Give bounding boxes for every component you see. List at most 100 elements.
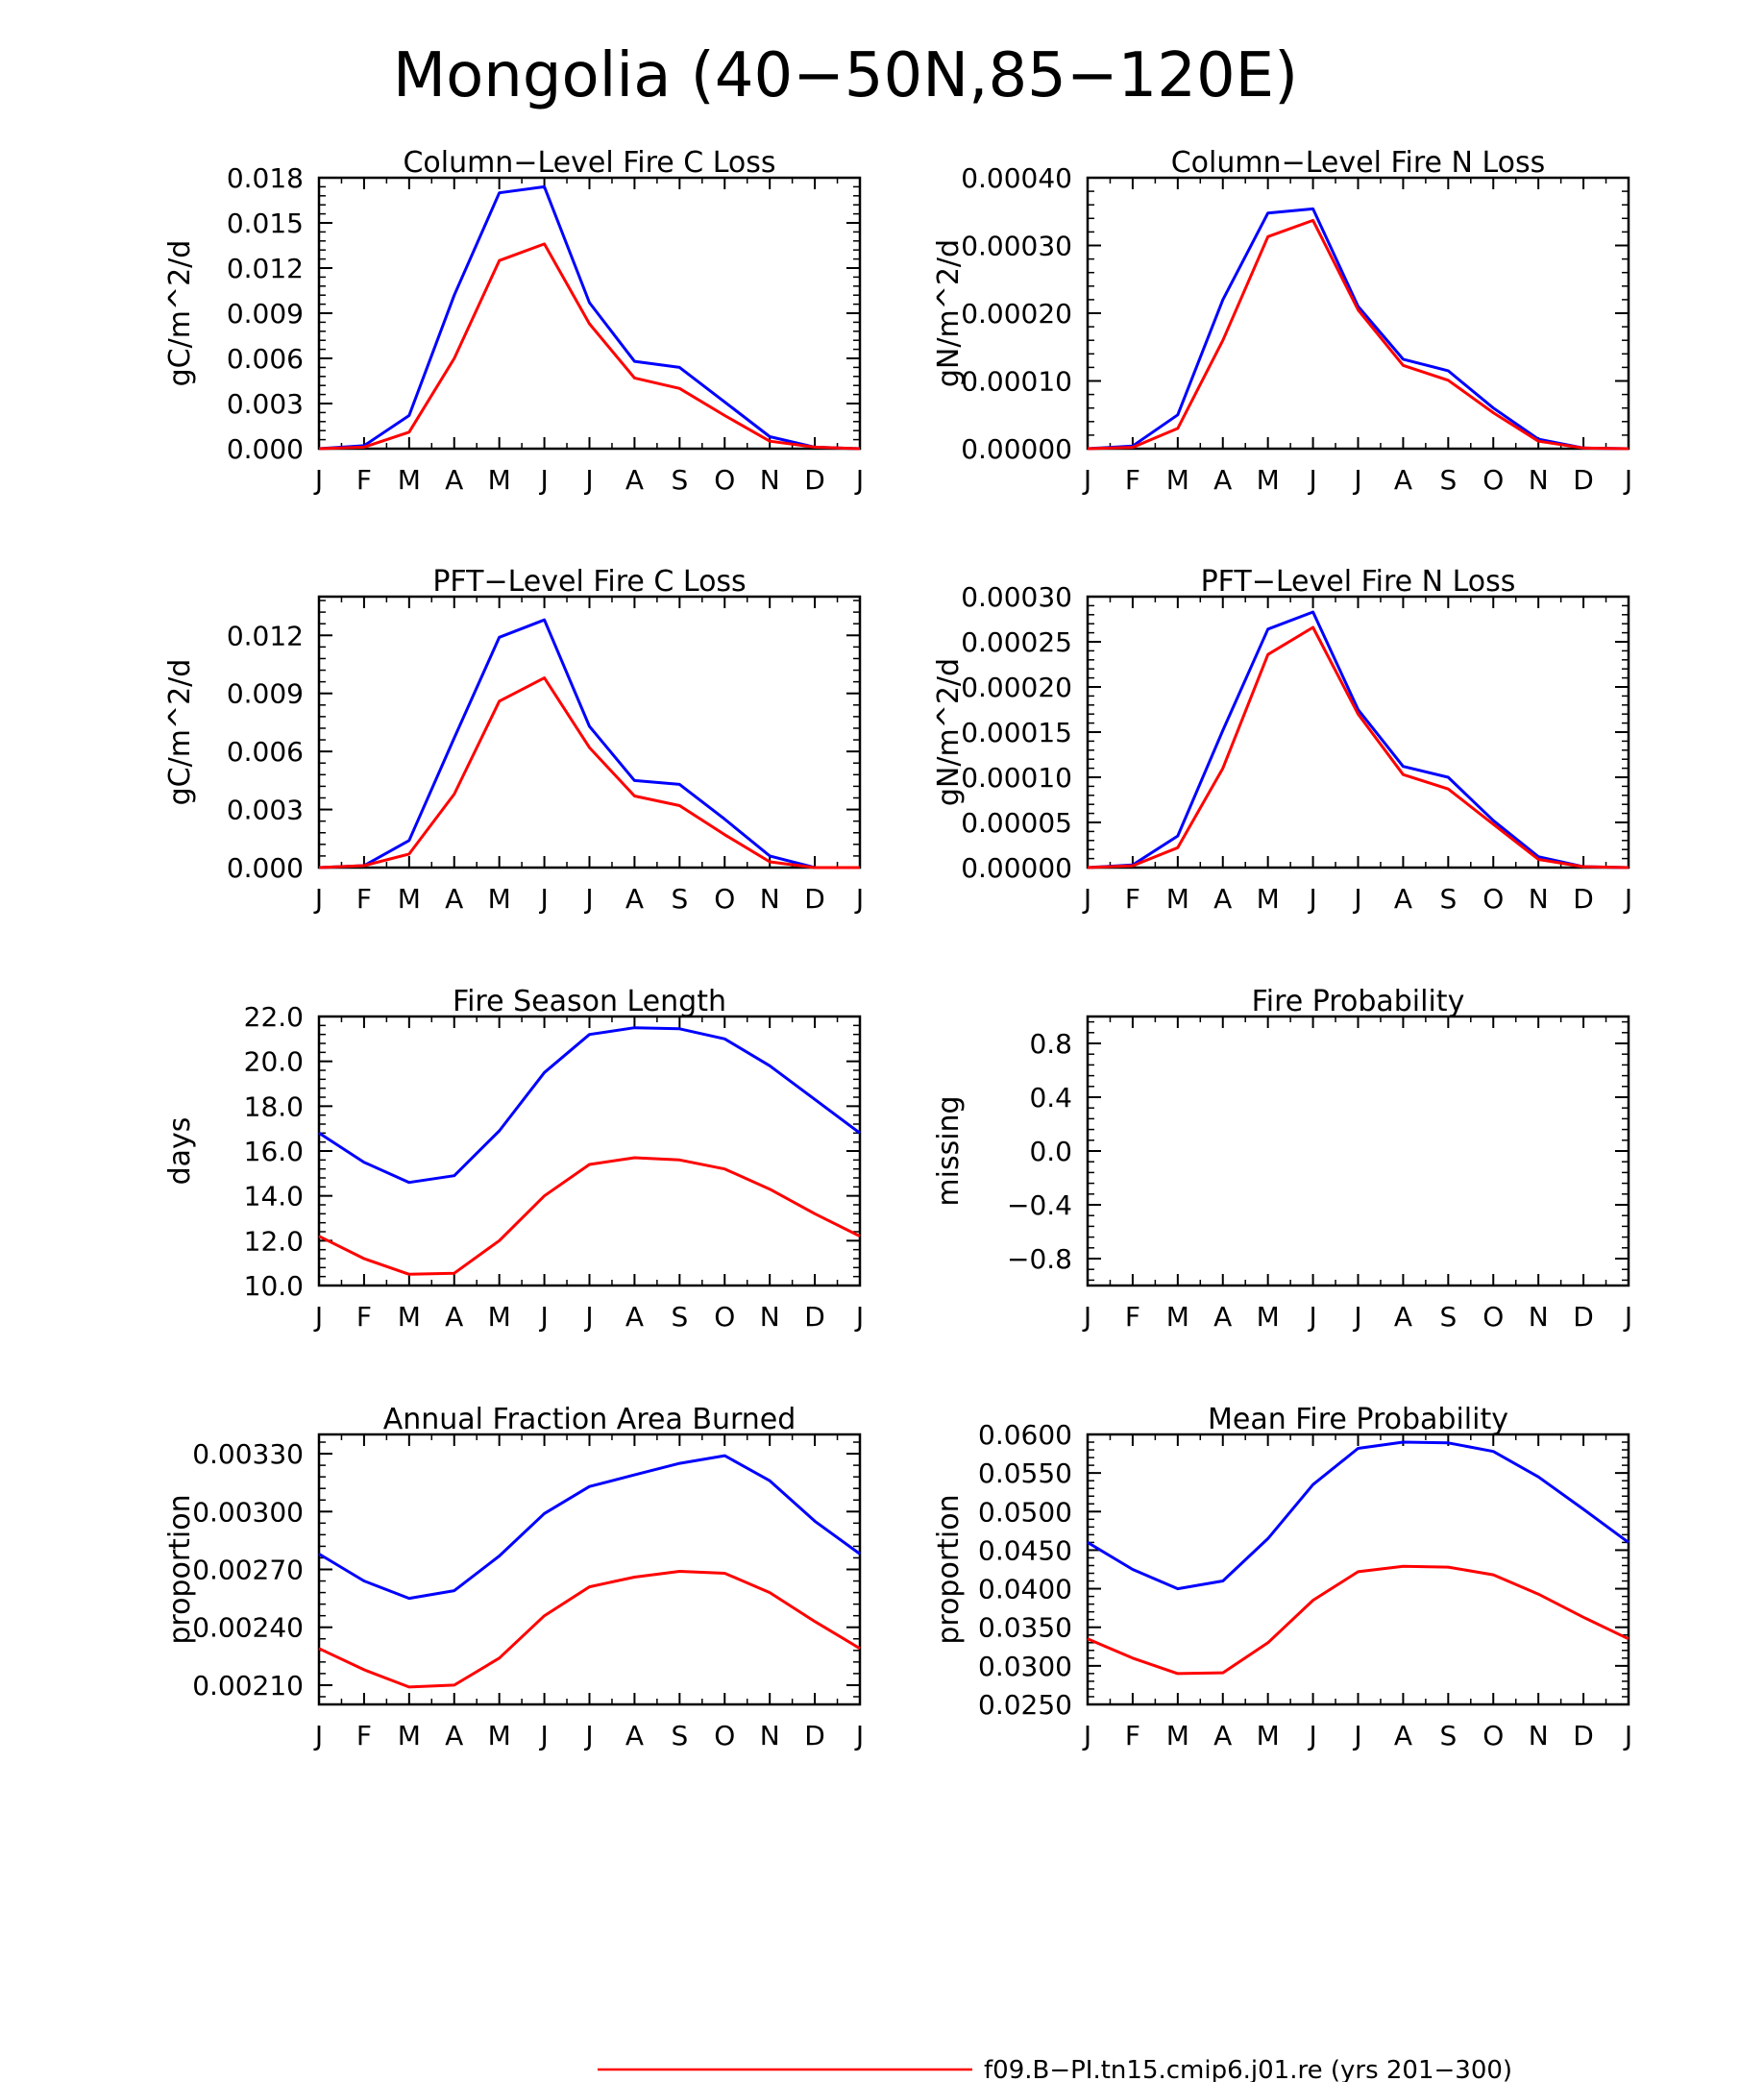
x-tick-label: N: [1529, 883, 1549, 915]
x-tick-label: F: [1125, 1301, 1140, 1333]
legend: f09.B−PI.tn15.cmip6.j01.re (yrs 201−300): [598, 2056, 1512, 2082]
x-tick-label: O: [714, 883, 735, 915]
x-tick-label: J: [538, 1720, 548, 1751]
series-red-line: [318, 1570, 861, 1689]
y-tick-label: 0.012: [227, 253, 304, 284]
x-tick-label: A: [1213, 464, 1232, 496]
y-tick-label: 0.0550: [978, 1457, 1072, 1489]
x-tick-label: J: [854, 464, 864, 496]
figure-title: Mongolia (40−50N,85−120E): [393, 40, 1298, 111]
y-tick-label: 16.0: [244, 1136, 304, 1167]
panel-title: Column−Level Fire C Loss: [403, 146, 775, 180]
y-tick-label: 12.0: [244, 1225, 304, 1257]
x-tick-label: F: [356, 1720, 372, 1751]
y-tick-label: 0.006: [227, 343, 304, 375]
x-tick-label: J: [1082, 883, 1091, 915]
y-tick-label: 0.0400: [978, 1574, 1072, 1605]
x-tick-label: D: [1573, 1301, 1594, 1333]
y-tick-label: 22.0: [244, 1001, 304, 1033]
panel-title: Column−Level Fire N Loss: [1171, 146, 1546, 180]
series-blue-line: [318, 1454, 861, 1601]
series-blue-line: [318, 618, 860, 870]
y-tick-label: 0.00010: [961, 762, 1072, 794]
x-tick-label: A: [445, 1301, 463, 1333]
x-tick-label: O: [1482, 464, 1504, 496]
x-tick-label: M: [1166, 1301, 1189, 1333]
y-tick-label: 0.4: [1029, 1082, 1072, 1114]
x-tick-label: N: [1529, 1720, 1549, 1751]
y-tick-label: 20.0: [244, 1046, 304, 1078]
y-tick-label: 0.003: [227, 795, 304, 826]
y-axis-label: proportion: [163, 1494, 197, 1644]
y-tick-label: 0.000: [227, 433, 304, 465]
panel-title: PFT−Level Fire N Loss: [1201, 565, 1516, 599]
series-blue-line: [1087, 207, 1629, 451]
y-tick-label: 0.00000: [961, 852, 1072, 884]
series-red-line: [318, 242, 861, 451]
y-tick-label: 0.0350: [978, 1612, 1072, 1644]
x-tick-label: S: [1439, 1720, 1457, 1751]
x-tick-label: F: [1125, 883, 1140, 915]
series-red-line: [1087, 625, 1629, 870]
x-tick-label: O: [714, 1301, 735, 1333]
x-tick-label: M: [488, 1720, 511, 1751]
x-tick-label: S: [1439, 1301, 1457, 1333]
x-tick-label: F: [1125, 464, 1140, 496]
x-tick-label: O: [1482, 1720, 1504, 1751]
x-tick-label: S: [671, 883, 688, 915]
y-tick-label: 0.009: [227, 298, 304, 330]
x-tick-label: J: [1307, 464, 1316, 496]
y-tick-label: 0.0500: [978, 1496, 1072, 1528]
plot-frame: [317, 1433, 862, 1706]
y-axis-label: gN/m^2/d: [932, 658, 966, 806]
x-tick-label: J: [1082, 1720, 1091, 1751]
x-tick-label: M: [398, 883, 421, 915]
y-tick-label: 0.00030: [961, 231, 1072, 262]
x-tick-label: J: [583, 464, 593, 496]
x-tick-label: M: [1257, 1301, 1280, 1333]
legend-red-label: f09.B−PI.tn15.cmip6.j01.re (yrs 201−300): [984, 2056, 1512, 2082]
plot-frame: [1086, 595, 1630, 870]
x-tick-label: J: [854, 1720, 864, 1751]
x-tick-label: J: [1623, 883, 1632, 915]
y-tick-label: 0.00025: [961, 626, 1072, 658]
x-tick-label: N: [1529, 1301, 1549, 1333]
x-tick-label: J: [313, 464, 323, 496]
y-tick-label: −0.4: [1007, 1189, 1072, 1221]
x-tick-label: D: [1573, 883, 1594, 915]
x-tick-label: M: [1166, 464, 1189, 496]
x-tick-label: M: [398, 1301, 421, 1333]
y-tick-label: 0.0250: [978, 1689, 1072, 1721]
y-tick-label: 0.009: [227, 678, 304, 710]
x-tick-label: M: [488, 1301, 511, 1333]
y-tick-label: 0.00000: [961, 433, 1072, 465]
x-tick-label: S: [671, 1301, 688, 1333]
x-tick-label: J: [583, 1301, 593, 1333]
x-tick-label: A: [445, 1720, 463, 1751]
x-tick-label: J: [854, 1301, 864, 1333]
plot-frame: [317, 176, 862, 451]
x-tick-label: S: [1439, 883, 1457, 915]
y-axis-label: gN/m^2/d: [932, 239, 966, 387]
y-tick-label: 0.015: [227, 208, 304, 239]
panel-title: Fire Season Length: [453, 985, 726, 1018]
y-tick-label: 0.00330: [192, 1438, 304, 1470]
series-blue-line: [318, 184, 861, 451]
x-tick-label: D: [1573, 464, 1594, 496]
x-tick-label: J: [538, 464, 548, 496]
x-tick-label: J: [538, 883, 548, 915]
x-tick-label: F: [356, 883, 372, 915]
y-axis-label: missing: [932, 1095, 966, 1206]
x-tick-label: J: [1623, 1720, 1632, 1751]
x-tick-label: J: [313, 883, 323, 915]
x-tick-label: J: [1307, 1301, 1316, 1333]
panel-title: PFT−Level Fire C Loss: [432, 565, 746, 599]
series-red-line: [318, 1156, 861, 1276]
x-tick-label: A: [625, 464, 644, 496]
x-tick-label: M: [398, 1720, 421, 1751]
y-tick-label: −0.8: [1007, 1243, 1072, 1275]
